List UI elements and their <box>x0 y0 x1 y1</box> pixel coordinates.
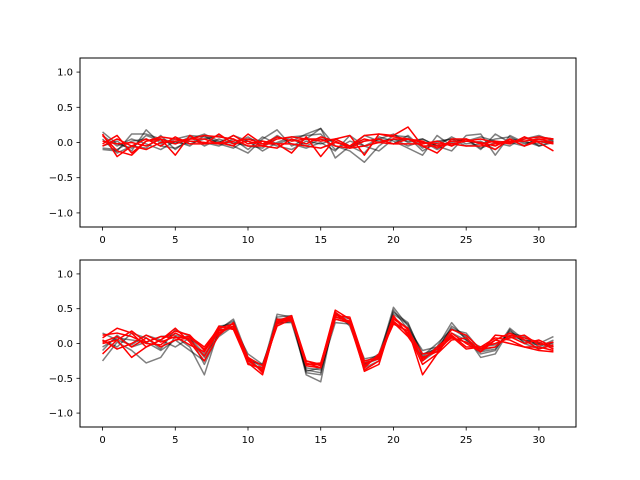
subplot-bottom-x-tick-label: 20 <box>387 435 400 446</box>
subplot-bottom-y-axis: −1.0 −0.5 0.0 0.5 1.0 <box>49 269 80 420</box>
subplot-bottom-x-tick-label: 25 <box>460 435 473 446</box>
subplot-top-y-axis: −1.0 −0.5 0.0 0.5 1.0 <box>49 68 80 219</box>
subplot-top-y-tick-label: 1.0 <box>57 68 73 79</box>
subplot-top-y-tick-label: 0.5 <box>57 103 73 114</box>
subplot-top-x-tick-label: 30 <box>533 235 546 246</box>
subplot-bottom-x-tick-label: 15 <box>314 435 327 446</box>
subplot-bottom-series <box>101 306 554 383</box>
subplot-top-series <box>101 126 554 163</box>
subplot-top-y-tick-label: 0.0 <box>57 138 73 149</box>
subplot-top-x-tick-label: 0 <box>99 235 105 246</box>
subplot-top-x-tick-label: 20 <box>387 235 400 246</box>
subplot-bottom-y-tick-label: 0.0 <box>57 339 73 350</box>
subplot-top-series-line-red-9 <box>102 133 554 152</box>
subplot-top-x-tick-label: 10 <box>242 235 255 246</box>
subplot-top-series-line-red-6 <box>101 126 554 158</box>
subplot-bottom-x-tick-label: 10 <box>242 435 255 446</box>
subplot-bottom-y-tick-label: −1.0 <box>49 409 73 420</box>
subplot-bottom-x-tick-label: 0 <box>99 435 105 446</box>
subplot-bottom-x-tick-label: 30 <box>533 435 546 446</box>
subplot-top-x-tick-label: 25 <box>460 235 473 246</box>
subplot-bottom: 0 5 10 15 20 25 30 −1.0 −0.5 0.0 0.5 1.0 <box>49 259 577 446</box>
subplot-bottom-x-tick-label: 5 <box>172 435 178 446</box>
subplot-top-x-tick-label: 5 <box>172 235 178 246</box>
subplot-top-x-axis: 0 5 10 15 20 25 30 <box>99 227 545 246</box>
subplot-top-x-tick-label: 15 <box>314 235 327 246</box>
subplot-bottom-x-axis: 0 5 10 15 20 25 30 <box>99 427 545 446</box>
subplot-bottom-y-tick-label: 1.0 <box>57 269 73 280</box>
subplot-top: 0 5 10 15 20 25 30 −1.0 −0.5 0.0 0.5 1.0 <box>49 57 577 246</box>
subplot-top-series-line-red-10 <box>102 134 554 149</box>
subplot-top-y-tick-label: −1.0 <box>49 208 73 219</box>
subplot-bottom-y-tick-label: −0.5 <box>49 374 73 385</box>
subplot-top-y-tick-label: −0.5 <box>49 173 73 184</box>
subplot-top-series-line-red-8 <box>102 134 554 156</box>
subplot-bottom-series-line-red-10 <box>102 314 554 369</box>
subplot-bottom-y-tick-label: 0.5 <box>57 304 73 315</box>
